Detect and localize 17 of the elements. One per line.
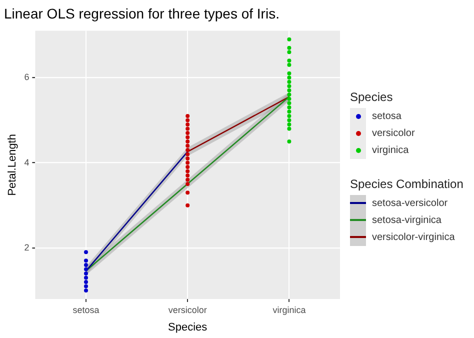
text: Species Combination	[350, 177, 464, 191]
legend-label: virginica	[372, 145, 409, 156]
y-axis-title: Petal.Length	[6, 134, 19, 196]
y-tick-label: 4	[24, 157, 30, 168]
x-tick-label: versicolor	[168, 304, 207, 315]
x-tick-label: setosa	[72, 304, 100, 315]
x-axis-title: Species	[350, 90, 394, 104]
legend-label: setosa	[372, 111, 402, 122]
y-tick-label: 6	[24, 72, 30, 82]
legend-label: versicolor-virginica	[372, 232, 455, 243]
x-tick-label: virginica	[272, 304, 306, 315]
legend-label: setosa-versicolor	[372, 198, 448, 209]
chart-title: Linear OLS regression for three types of Iris.	[4, 5, 280, 22]
legend-label: setosa-virginica	[372, 215, 442, 226]
y-tick-label: 2	[24, 242, 30, 252]
legend-label: versicolor	[372, 128, 415, 139]
legend-title: Species	[168, 321, 208, 334]
